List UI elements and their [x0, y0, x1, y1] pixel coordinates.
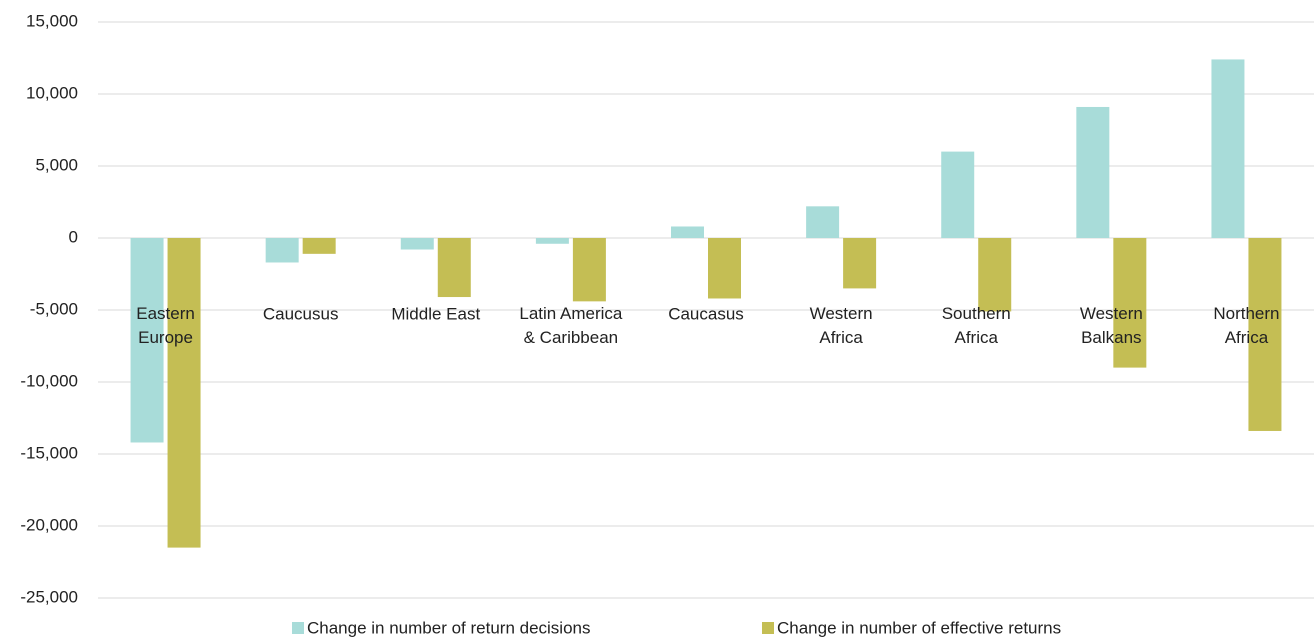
x-tick-label: Northern Africa — [1213, 304, 1279, 347]
bar — [130, 238, 164, 443]
bar — [167, 238, 201, 548]
bar — [265, 238, 299, 263]
legend-swatch — [292, 622, 304, 634]
y-tick-label: 15,000 — [26, 11, 78, 30]
bar — [978, 238, 1012, 312]
bar — [1113, 238, 1147, 368]
x-tick-label: Eastern Europe — [136, 304, 195, 347]
bar — [1211, 59, 1245, 238]
y-tick-label: -25,000 — [20, 587, 78, 606]
x-tick-label: Western Balkans — [1080, 304, 1143, 347]
x-tick-label: Caucasus — [668, 304, 744, 323]
legend-swatch — [762, 622, 774, 634]
bar — [843, 238, 877, 289]
y-tick-label: 5,000 — [35, 155, 78, 174]
x-tick-label: Caucusus — [263, 304, 339, 323]
bar — [302, 238, 336, 254]
y-tick-label: 10,000 — [26, 83, 78, 102]
bar — [437, 238, 471, 298]
bar — [671, 226, 704, 238]
y-tick-label: -20,000 — [20, 515, 78, 534]
bar — [941, 151, 975, 238]
bar — [535, 238, 569, 244]
bar — [572, 238, 606, 302]
legend-label: Change in number of effective returns — [777, 618, 1061, 637]
bar — [400, 238, 434, 250]
legend-label: Change in number of return decisions — [307, 618, 591, 637]
x-tick-label: Southern Africa — [942, 304, 1011, 347]
x-tick-label: Latin America & Caribbean — [519, 304, 623, 347]
y-tick-label: -15,000 — [20, 443, 78, 462]
bar — [1076, 106, 1110, 239]
y-tick-label: -10,000 — [20, 371, 78, 390]
bar — [806, 206, 840, 238]
bar — [1248, 238, 1282, 431]
y-tick-label: 0 — [69, 227, 78, 246]
x-tick-label: Western Africa — [810, 304, 873, 347]
bar — [708, 238, 741, 299]
x-tick-label: Middle East — [391, 304, 480, 323]
y-tick-label: -5,000 — [30, 299, 78, 318]
